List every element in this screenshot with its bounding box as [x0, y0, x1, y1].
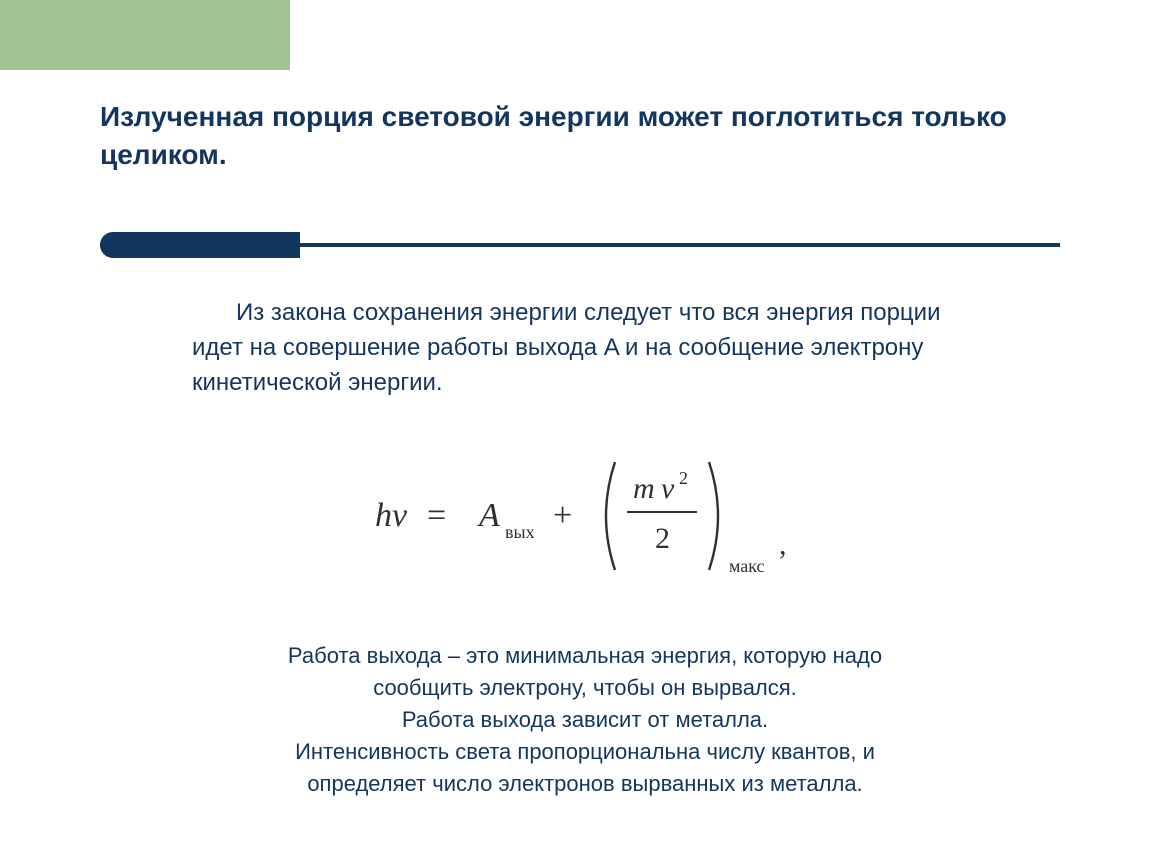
paragraph-2: Работа выхода – это минимальная энергия,… — [150, 640, 1020, 799]
eq-A: A — [477, 497, 500, 534]
eq-hv: hν — [375, 497, 408, 534]
divider — [100, 232, 1060, 258]
slide-title: Излученная порция световой энергии может… — [100, 98, 1050, 174]
paragraph-1: Из закона сохранения энергии следует что… — [192, 296, 982, 400]
eq-num-m: m — [633, 472, 655, 505]
eq-equals: = — [427, 497, 446, 534]
eq-paren-sub: макс — [729, 556, 765, 576]
eq-num-sup: 2 — [679, 468, 688, 488]
p2-line4: Интенсивность света пропорциональна числ… — [150, 736, 1020, 768]
eq-lparen — [606, 462, 615, 570]
eq-comma: , — [779, 528, 787, 561]
corner-accent — [0, 0, 290, 70]
eq-rparen — [709, 462, 718, 570]
eq-plus: + — [553, 497, 572, 534]
eq-num-v: v — [661, 472, 675, 505]
divider-cap — [100, 232, 300, 258]
eq-den: 2 — [655, 522, 670, 555]
eq-fraction: m v 2 2 — [627, 468, 697, 555]
p2-line2: сообщить электрону, чтобы он вырвался. — [150, 672, 1020, 704]
p2-line3: Работа выхода зависит от металла. — [150, 704, 1020, 736]
equation: hν = A вых + m v 2 2 макс , — [0, 450, 1150, 585]
p2-line5: определяет число электронов вырванных из… — [150, 768, 1020, 800]
p2-line1: Работа выхода – это минимальная энергия,… — [150, 640, 1020, 672]
eq-A-sub: вых — [505, 522, 535, 542]
